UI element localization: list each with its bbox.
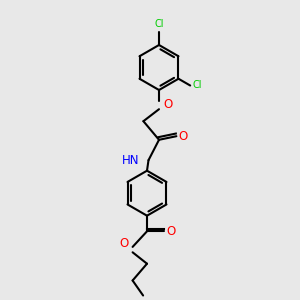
Text: O: O: [167, 225, 176, 238]
Text: Cl: Cl: [154, 19, 164, 29]
Text: HN: HN: [122, 154, 139, 167]
Text: O: O: [163, 98, 172, 111]
Text: Cl: Cl: [192, 80, 202, 91]
Text: O: O: [120, 237, 129, 250]
Text: O: O: [179, 130, 188, 143]
